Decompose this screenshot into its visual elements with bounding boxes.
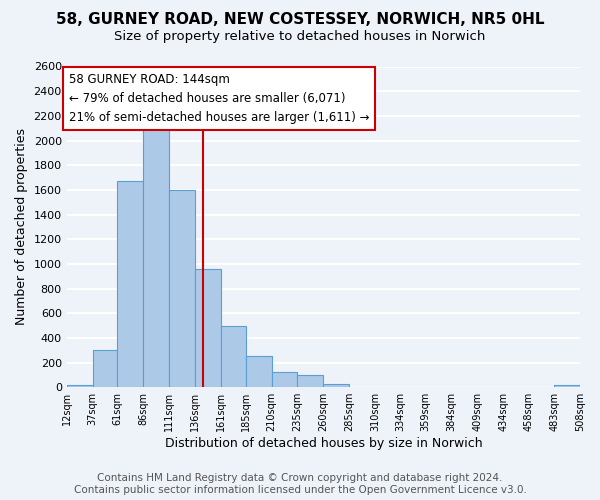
- Bar: [143, 124, 169, 387]
- Bar: [503, 386, 528, 387]
- Bar: [92, 350, 118, 387]
- Bar: [272, 372, 298, 387]
- Bar: [426, 386, 452, 387]
- Bar: [195, 269, 221, 387]
- Bar: [375, 386, 400, 387]
- Bar: [452, 386, 478, 387]
- Text: Contains HM Land Registry data © Crown copyright and database right 2024.
Contai: Contains HM Land Registry data © Crown c…: [74, 474, 526, 495]
- Bar: [221, 326, 246, 387]
- Bar: [298, 376, 323, 387]
- Bar: [169, 190, 195, 387]
- Bar: [118, 181, 143, 387]
- Bar: [67, 384, 92, 387]
- Bar: [400, 386, 426, 387]
- Text: Size of property relative to detached houses in Norwich: Size of property relative to detached ho…: [115, 30, 485, 43]
- Text: 58 GURNEY ROAD: 144sqm
← 79% of detached houses are smaller (6,071)
21% of semi-: 58 GURNEY ROAD: 144sqm ← 79% of detached…: [69, 72, 369, 124]
- Bar: [478, 386, 503, 387]
- Bar: [323, 384, 349, 387]
- Bar: [528, 386, 554, 387]
- Bar: [554, 384, 580, 387]
- Text: 58, GURNEY ROAD, NEW COSTESSEY, NORWICH, NR5 0HL: 58, GURNEY ROAD, NEW COSTESSEY, NORWICH,…: [56, 12, 544, 28]
- Bar: [246, 356, 272, 387]
- X-axis label: Distribution of detached houses by size in Norwich: Distribution of detached houses by size …: [164, 437, 482, 450]
- Bar: [349, 386, 375, 387]
- Y-axis label: Number of detached properties: Number of detached properties: [15, 128, 28, 326]
